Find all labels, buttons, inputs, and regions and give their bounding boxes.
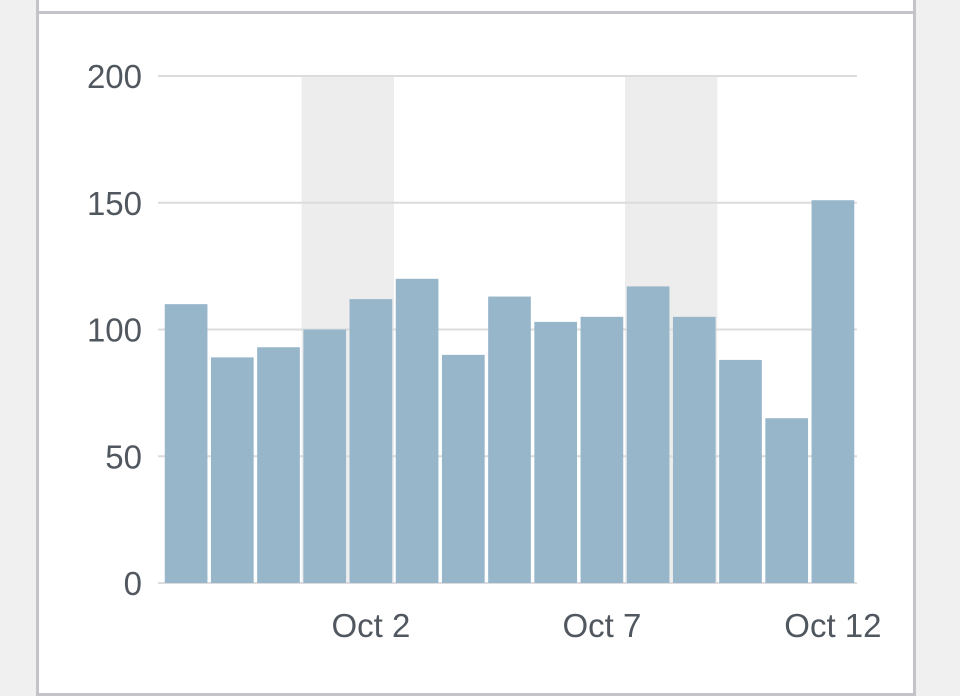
y-tick-label-150: 150 xyxy=(87,185,142,222)
x-axis-ticks: Oct 2 Oct 7 Oct 12 xyxy=(331,607,881,644)
x-tick-label-oct-7: Oct 7 xyxy=(562,607,641,644)
card-divider xyxy=(36,11,916,14)
bar-oct-2 xyxy=(349,299,393,583)
bar-oct-4 xyxy=(441,354,485,583)
bar-chart: 0 50 100 150 200 Oct 2 Oct 7 Oct 12 xyxy=(87,58,882,644)
bar-oct-1 xyxy=(303,329,347,583)
y-tick-label-50: 50 xyxy=(105,438,142,475)
y-tick-label-100: 100 xyxy=(87,312,142,349)
x-tick-label-oct-2: Oct 2 xyxy=(331,607,410,644)
x-tick-label-oct-12: Oct 12 xyxy=(784,607,881,644)
bar-oct-8 xyxy=(626,286,670,583)
bar-oct-11 xyxy=(765,418,809,583)
bar-sep-29 xyxy=(210,357,254,583)
bar-oct-6 xyxy=(534,321,578,583)
bar-oct-3 xyxy=(395,278,439,583)
y-tick-label-0: 0 xyxy=(124,565,142,602)
y-tick-label-200: 200 xyxy=(87,58,142,95)
bar-sep-30 xyxy=(257,347,300,583)
bar-oct-7 xyxy=(580,316,624,583)
bar-oct-10 xyxy=(719,359,762,583)
bar-sep-28 xyxy=(164,304,208,583)
y-axis-ticks: 0 50 100 150 200 xyxy=(87,58,142,602)
bar-oct-12 xyxy=(811,200,855,583)
bar-oct-9 xyxy=(672,316,716,583)
bar-oct-5 xyxy=(488,296,531,583)
bars xyxy=(164,200,855,583)
